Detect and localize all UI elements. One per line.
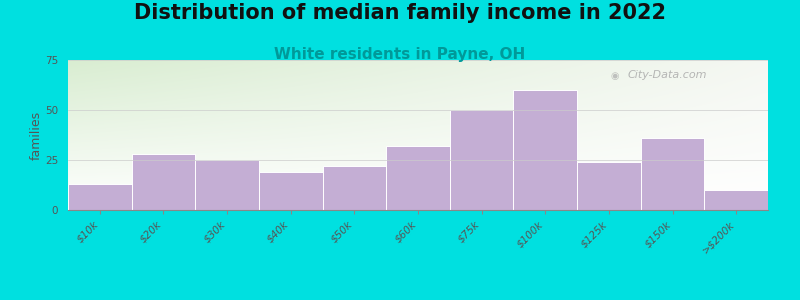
Bar [641,138,704,210]
Text: Distribution of median family income in 2022: Distribution of median family income in … [134,3,666,23]
Text: City-Data.com: City-Data.com [628,70,707,80]
Bar [704,190,768,210]
Text: ◉: ◉ [610,70,619,80]
Bar [577,162,641,210]
Bar [259,172,322,210]
Bar [132,154,195,210]
Bar [450,110,514,210]
Bar [195,160,259,210]
Bar [322,166,386,210]
Bar [386,146,450,210]
Bar [68,184,132,210]
Bar [514,90,577,210]
Text: White residents in Payne, OH: White residents in Payne, OH [274,46,526,62]
Y-axis label: families: families [30,110,42,160]
